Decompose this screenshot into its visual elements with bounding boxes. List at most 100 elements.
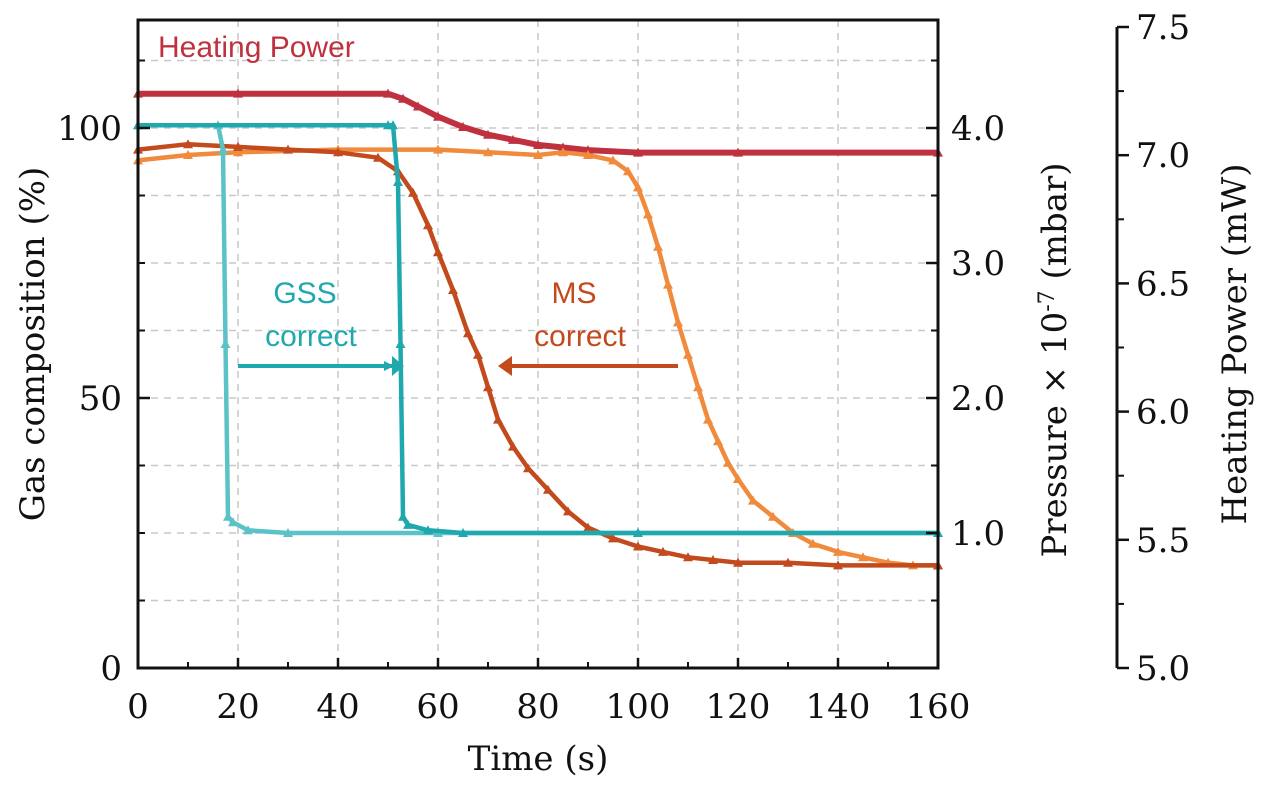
x-tick-label: 140 [806, 687, 871, 727]
data-point [533, 150, 543, 159]
series-markers-heating [133, 88, 943, 157]
data-point [283, 528, 293, 537]
series-layer [133, 88, 943, 570]
ms-annotation-line1: MS [552, 277, 597, 310]
series-markers-ms_dark [133, 139, 943, 570]
gss-annotation-line1: GSS [273, 277, 336, 310]
y-right2-tick-label: 5.5 [1136, 521, 1190, 561]
data-point [183, 139, 193, 149]
data-point [433, 111, 443, 121]
data-point [403, 519, 413, 529]
x-tick-label: 40 [316, 687, 359, 727]
y-left-axis-title: Gas composition (%) [13, 167, 53, 522]
y-right2-tick-label: 6.0 [1136, 393, 1190, 433]
data-point [673, 317, 683, 327]
data-point [393, 177, 403, 186]
tick-marks [136, 25, 1129, 670]
data-point [683, 349, 693, 359]
y-right2-tick-label: 6.5 [1136, 264, 1190, 304]
data-point [458, 121, 468, 131]
ms-arrow-head [498, 356, 512, 376]
data-point [733, 147, 743, 157]
data-point [523, 463, 533, 473]
data-point [558, 147, 568, 157]
data-point [433, 144, 443, 154]
data-point [333, 147, 343, 157]
data-point [423, 220, 433, 230]
data-point [233, 141, 243, 151]
data-point [223, 511, 233, 521]
data-point [398, 511, 408, 521]
gss-annotation-line2: correct [265, 320, 357, 353]
data-point [583, 150, 593, 159]
data-point [388, 120, 398, 130]
data-point [243, 525, 253, 535]
data-point [233, 88, 243, 98]
data-point [218, 144, 228, 154]
data-point [833, 560, 843, 570]
y-right2-axis-title: Heating Power (mW) [1215, 163, 1255, 524]
data-point [858, 552, 868, 562]
data-point [643, 209, 653, 219]
data-point [493, 414, 503, 424]
pressure-label-prefix: Pressure × 10 [1035, 312, 1075, 558]
data-point [608, 533, 618, 543]
data-point [583, 522, 593, 532]
data-point [413, 101, 423, 111]
data-point [723, 457, 733, 467]
gss-arrow-head [392, 356, 404, 376]
data-point [433, 247, 443, 257]
data-point [653, 241, 663, 251]
series-markers-ms_light [133, 144, 943, 570]
data-point [583, 145, 593, 155]
data-point [608, 155, 618, 165]
data-point [373, 152, 383, 162]
y-right1-tick-label: 4.0 [951, 109, 1005, 149]
data-point [633, 182, 643, 192]
pressure-label-exponent: -7 [1035, 290, 1060, 311]
data-point [733, 474, 743, 483]
x-axis-title: Time (s) [468, 739, 609, 779]
y-left-tick-label: 0 [100, 649, 122, 689]
data-point [633, 541, 643, 551]
data-point [458, 528, 468, 537]
heating-power-label: Heating Power [158, 31, 355, 64]
x-tick-label: 20 [216, 687, 259, 727]
data-point [563, 506, 573, 516]
data-point [483, 147, 493, 157]
data-point [398, 93, 408, 103]
data-point [693, 382, 703, 392]
data-point [448, 285, 458, 294]
y-right1-tick-label: 3.0 [951, 244, 1005, 284]
data-point [423, 525, 433, 535]
data-point [220, 339, 231, 348]
data-point [408, 187, 418, 197]
tick-labels: 0 20 40 60 80 100 120 140 160 0 50 100 1.0 2.0 3.0 4.0 5… [57, 8, 1190, 727]
y-left-tick-label: 50 [79, 379, 122, 419]
x-tick-label: 100 [606, 687, 671, 727]
data-point [713, 436, 723, 446]
data-point [703, 414, 713, 424]
x-tick-label: 80 [516, 687, 559, 727]
x-tick-label: 120 [706, 687, 771, 727]
data-point [623, 166, 633, 176]
data-point [473, 349, 483, 359]
data-point [633, 528, 643, 537]
data-point [663, 279, 673, 289]
data-point [733, 557, 743, 567]
data-point [228, 517, 238, 527]
data-point [833, 546, 843, 556]
data-point [483, 382, 493, 392]
data-point [183, 150, 193, 159]
x-tick-label: 0 [127, 687, 149, 727]
x-tick-label: 160 [906, 687, 971, 727]
y-right2-tick-label: 7.5 [1136, 8, 1190, 48]
data-point [683, 552, 693, 562]
data-point [395, 339, 406, 348]
data-point [783, 557, 793, 567]
pressure-label-suffix: (mbar) [1035, 162, 1075, 290]
data-point [508, 134, 518, 144]
data-point [658, 546, 668, 556]
data-point [768, 511, 778, 521]
data-point [283, 144, 293, 154]
